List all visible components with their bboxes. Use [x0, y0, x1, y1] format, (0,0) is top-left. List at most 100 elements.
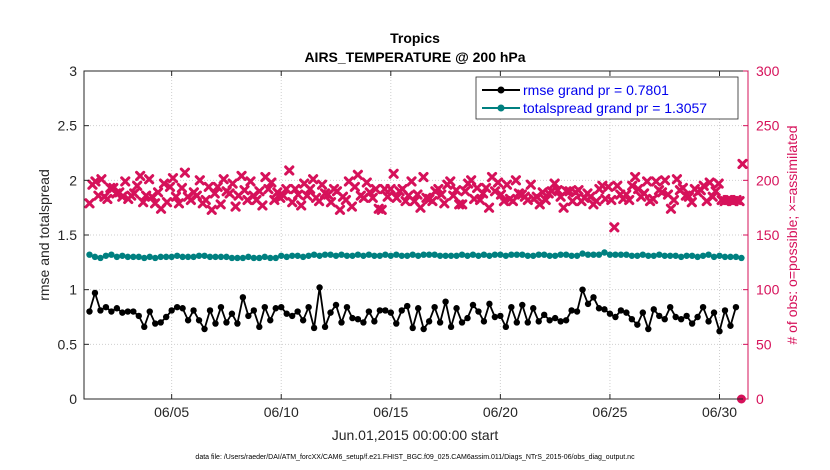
- obs-marker: [507, 196, 519, 207]
- rmse-marker: [436, 319, 444, 326]
- spread-marker: [634, 252, 641, 259]
- legend-box: [475, 76, 739, 120]
- obs-marker: [647, 193, 659, 205]
- obs-marker: [650, 176, 662, 187]
- rmse-marker: [546, 317, 553, 324]
- spread-marker: [606, 251, 614, 258]
- obs-marker: [558, 202, 569, 213]
- obs-marker: [325, 197, 337, 208]
- y-axis-right: 0 50 100 150 200 250 300: [743, 63, 780, 407]
- obs-marker: [606, 194, 617, 206]
- spread-marker: [141, 254, 148, 262]
- obs-marker: [677, 182, 688, 194]
- obs-marker: [302, 190, 313, 201]
- obs-marker: [427, 196, 438, 207]
- spread-marker: [360, 252, 367, 259]
- spread-marker: [425, 251, 433, 258]
- spread-marker: [354, 251, 362, 258]
- spread-marker: [535, 251, 542, 258]
- obs-marker: [501, 179, 513, 190]
- rmse-marker: [332, 301, 340, 309]
- rmse-marker: [721, 307, 729, 314]
- spread-marker: [491, 251, 499, 258]
- rmse-marker: [206, 307, 214, 314]
- obs-marker: [138, 197, 149, 208]
- rmse-marker: [464, 314, 471, 322]
- rmse-marker: [524, 319, 531, 326]
- obs-marker: [624, 194, 635, 206]
- rmse-marker: [447, 323, 455, 331]
- obs-marker: [176, 182, 188, 194]
- rmse-marker: [234, 320, 241, 327]
- rmse-marker: [190, 307, 197, 314]
- spread-marker: [513, 251, 521, 258]
- spread-marker: [519, 251, 526, 258]
- rmse-marker: [661, 315, 668, 323]
- spread-marker: [228, 254, 236, 262]
- spread-marker: [135, 253, 142, 261]
- obs-marker: [346, 201, 357, 212]
- spread-marker: [475, 252, 482, 259]
- rmse-marker: [688, 320, 696, 327]
- spread-marker: [130, 253, 137, 261]
- spread-marker: [628, 252, 636, 259]
- rmse-marker: [130, 308, 137, 315]
- obs-marker: [308, 174, 319, 185]
- obs-marker: [209, 188, 220, 199]
- grid: [84, 70, 748, 400]
- rmse-marker: [245, 312, 252, 320]
- obs-marker: [707, 191, 718, 202]
- obs-marker: [540, 194, 551, 206]
- x-tick-label: 06/30: [702, 404, 737, 420]
- obs-marker: [245, 176, 256, 187]
- rmse-marker: [376, 307, 384, 314]
- spread-marker: [190, 253, 197, 261]
- obs-marker: [591, 196, 602, 207]
- y-tick-label: 3: [69, 63, 77, 79]
- obs-marker: [683, 191, 694, 202]
- y-axis-label: rmse and totalspread: [36, 169, 52, 301]
- obs-marker: [191, 190, 202, 201]
- obs-marker: [218, 174, 229, 185]
- spread-marker: [595, 251, 603, 258]
- rmse-marker: [256, 323, 263, 331]
- rmse-marker: [601, 306, 608, 313]
- rmse-marker: [228, 310, 236, 317]
- obs-marker: [144, 174, 155, 185]
- spread-marker: [431, 251, 438, 258]
- rmse-marker: [617, 307, 625, 314]
- spread-series: [86, 249, 745, 262]
- spread-marker: [464, 252, 471, 259]
- obs-marker: [132, 180, 143, 191]
- spread-marker: [212, 253, 219, 261]
- rmse-marker: [360, 319, 367, 326]
- y-axis-left: 0 0.5 1 1.5 2 2.5 3: [58, 63, 89, 407]
- spread-marker: [278, 252, 285, 259]
- rmse-marker: [316, 284, 323, 291]
- rmse-marker: [387, 309, 394, 316]
- y2-tick-label: 150: [756, 227, 780, 243]
- spread-marker: [91, 253, 99, 261]
- rmse-marker: [365, 308, 373, 315]
- spread-marker: [727, 253, 734, 261]
- spread-marker: [398, 252, 405, 259]
- rmse-marker: [382, 307, 389, 314]
- spread-marker: [184, 253, 192, 261]
- spread-marker: [738, 254, 745, 262]
- rmse-marker: [212, 320, 219, 327]
- rmse-marker: [716, 328, 723, 335]
- obs-marker: [179, 167, 190, 178]
- y2-tick-label: 250: [756, 118, 780, 134]
- spread-marker: [601, 249, 608, 256]
- obs-marker: [612, 180, 623, 191]
- spread-marker: [414, 252, 422, 259]
- obs-marker: [278, 190, 289, 201]
- rmse-marker: [677, 315, 685, 323]
- rmse-marker: [645, 325, 652, 333]
- spread-marker: [152, 254, 159, 262]
- rmse-marker: [639, 309, 647, 316]
- spread-marker: [562, 251, 570, 258]
- rmse-marker: [184, 317, 192, 324]
- obs-marker: [263, 183, 274, 195]
